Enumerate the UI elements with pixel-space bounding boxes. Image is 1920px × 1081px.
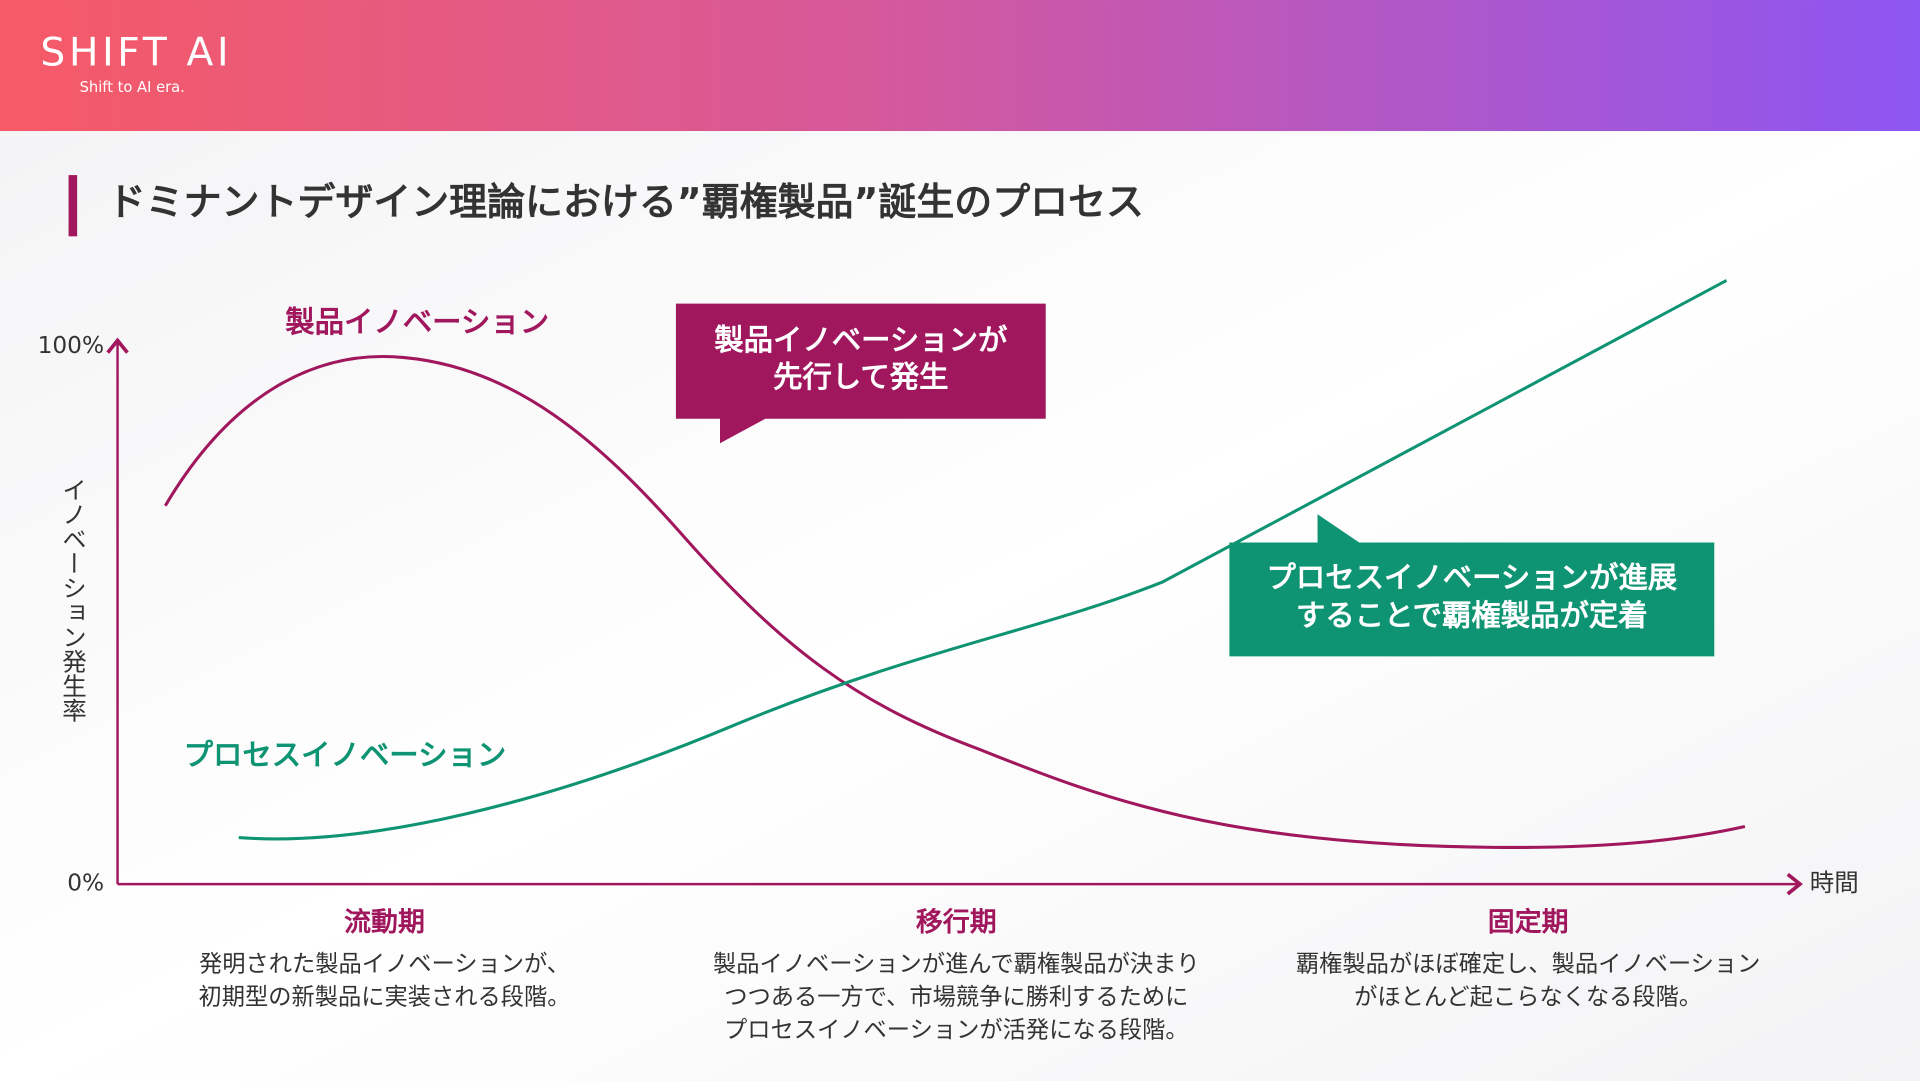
title: ドミナントデザイン理論における”覇権製品”誕生のプロセス bbox=[108, 180, 1144, 224]
phase-description: 発明された製品イノベーションが、 bbox=[199, 950, 570, 977]
phase-name: 流動期 bbox=[344, 907, 425, 938]
tagline: Shift to AI era. bbox=[80, 79, 185, 96]
x-axis-label: 時間 bbox=[1810, 868, 1859, 897]
phase-name: 移行期 bbox=[916, 906, 997, 938]
phase-description: 初期型の新製品に実装される段階。 bbox=[198, 983, 570, 1010]
title-accent bbox=[68, 175, 78, 237]
process-curve bbox=[238, 279, 1728, 841]
y-axis-label: イノベーション発生率 bbox=[59, 478, 88, 723]
callout-text: することで覇権製品が定着 bbox=[1296, 599, 1648, 633]
phase-description: プロセスイノベーションが活発になる段階。 bbox=[724, 1017, 1189, 1044]
curve-label: 製品イノベーション bbox=[285, 305, 549, 339]
callout-text: 製品イノベーションが bbox=[714, 323, 1008, 357]
callout-box bbox=[675, 303, 1046, 444]
callout-text: 先行して発生 bbox=[773, 360, 948, 394]
y-bottom-label: 0% bbox=[67, 870, 104, 897]
phase-description: つつある一方で、市場競争に勝利するために bbox=[724, 983, 1188, 1010]
y-top-label: 100% bbox=[38, 332, 104, 359]
phase-description: がほとんど起こらなくなる段階。 bbox=[1354, 983, 1702, 1010]
curve-label: プロセスイノベーション bbox=[184, 738, 507, 772]
callout-text: プロセスイノベーションが進展 bbox=[1267, 561, 1678, 595]
phase-name: 固定期 bbox=[1488, 906, 1569, 938]
callout-box bbox=[1229, 514, 1715, 657]
header-bar bbox=[0, 0, 1920, 132]
phase-description: 製品イノベーションが進んで覇権製品が決まり bbox=[713, 950, 1200, 977]
phase-description: 覇権製品がほぼ確定し、製品イノベーション bbox=[1296, 950, 1761, 977]
logo: SHIFT AI bbox=[40, 31, 232, 76]
